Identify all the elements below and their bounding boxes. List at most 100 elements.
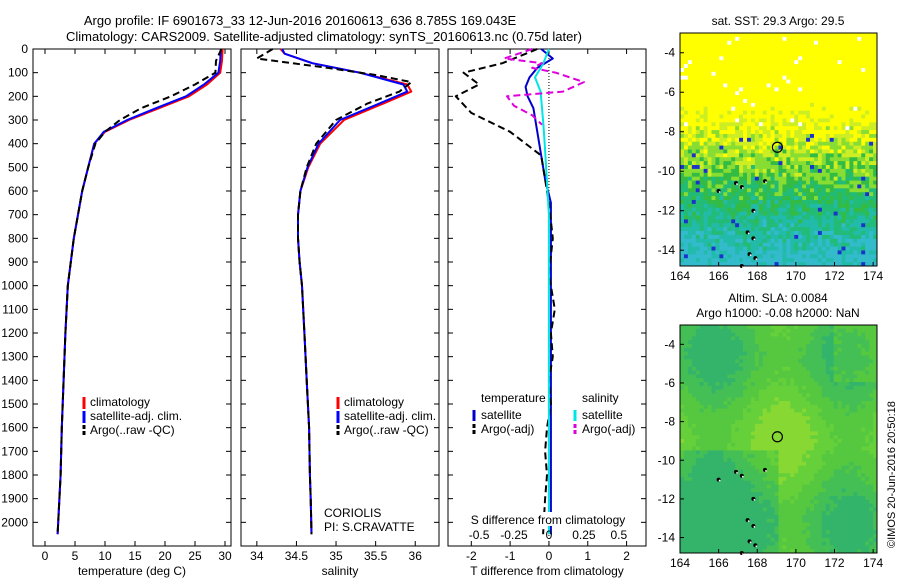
- series-line-argo-raw-qc: [255, 48, 413, 535]
- map-cell: [687, 408, 693, 413]
- map-cell: [869, 412, 874, 417]
- map-cell: [833, 99, 838, 104]
- map-cell: [758, 374, 764, 379]
- map-cell: [798, 435, 803, 440]
- map-cell: [723, 416, 728, 421]
- map-cell: [707, 33, 712, 38]
- difference-plot-frame: [447, 48, 647, 547]
- map-cell: [786, 207, 791, 213]
- map-cell: [758, 431, 764, 436]
- map-cell: [873, 370, 878, 375]
- map-cell: [821, 188, 827, 193]
- map-cell: [715, 439, 720, 444]
- map-cell: [699, 336, 705, 341]
- map-cell: [683, 223, 689, 228]
- map-cell: [703, 446, 708, 451]
- map-cell: [833, 165, 838, 170]
- map-cell: [774, 446, 779, 451]
- map-cell: [727, 199, 732, 205]
- map-cell: [825, 420, 831, 425]
- map-cell: [817, 48, 823, 53]
- map-cell: [853, 262, 858, 267]
- map-cell: [683, 370, 689, 375]
- map-cell: [715, 172, 720, 178]
- map-cell: [715, 106, 720, 112]
- map-cell: [821, 52, 827, 57]
- map-cell: [739, 242, 744, 247]
- map-cell: [699, 370, 705, 375]
- map-cell: [719, 196, 724, 201]
- map-cell: [707, 238, 712, 244]
- map-cell: [703, 126, 708, 131]
- map-cell: [683, 207, 689, 213]
- map-cell: [849, 145, 854, 150]
- map-cell: [861, 168, 866, 174]
- map-cell: [813, 149, 819, 154]
- map-cell: [750, 91, 756, 96]
- map-cell: [731, 332, 736, 337]
- map-cell: [774, 91, 779, 96]
- map-cell: [743, 161, 748, 166]
- map-cell: [810, 114, 815, 119]
- map-cell: [837, 223, 842, 228]
- map-cell: [837, 126, 842, 131]
- map-cell: [711, 351, 716, 356]
- map-cell: [837, 71, 842, 77]
- map-cell: [786, 370, 791, 375]
- map-cell: [683, 99, 689, 104]
- map-cell: [869, 420, 874, 425]
- map-cell: [770, 211, 775, 216]
- map-cell: [821, 258, 827, 263]
- map-cell: [849, 250, 854, 255]
- map-cell: [754, 95, 760, 100]
- map-cell: [845, 366, 850, 371]
- map-cell: [869, 48, 874, 53]
- map-cell: [695, 87, 701, 92]
- map-cell: [739, 347, 744, 352]
- map-cell: [707, 75, 712, 80]
- map-cell: [833, 423, 838, 428]
- map-cell: [837, 188, 842, 193]
- map-cell: [687, 242, 693, 247]
- map-cell: [774, 423, 779, 428]
- map-cell: [782, 165, 787, 170]
- map-cell: [774, 102, 779, 108]
- map-cell: [750, 366, 756, 371]
- map-cell: [853, 130, 858, 135]
- map-cell: [754, 110, 760, 115]
- map-cell: [743, 133, 748, 139]
- map-cell: [829, 366, 835, 371]
- map-cell: [766, 370, 772, 375]
- map-cell: [703, 40, 708, 46]
- map-cell: [711, 83, 716, 88]
- map-cell: [794, 114, 799, 119]
- map-cell: [861, 87, 866, 92]
- map-cell: [813, 211, 819, 216]
- map-cell: [739, 71, 744, 77]
- map-cell: [802, 234, 807, 240]
- map-cell: [869, 219, 874, 224]
- map-cell: [849, 33, 854, 38]
- map-cell: [810, 106, 815, 112]
- map-cell: [711, 184, 716, 189]
- map-cell: [865, 439, 870, 444]
- map-cell: [829, 332, 835, 337]
- map-cell: [825, 56, 831, 61]
- map-cell: [810, 99, 815, 104]
- map-cell: [707, 227, 712, 232]
- map-cell: [746, 118, 752, 123]
- map-cell: [699, 359, 705, 364]
- map-cell: [727, 44, 732, 49]
- map-cell: [813, 234, 819, 240]
- map-cell: [703, 207, 708, 213]
- map-cell: [849, 442, 854, 447]
- map-cell: [829, 79, 835, 84]
- map-cell: [731, 347, 736, 352]
- map-cell: [739, 36, 744, 42]
- map-cell: [833, 420, 838, 425]
- map-cell: [841, 404, 846, 409]
- map-cell: [691, 95, 697, 100]
- map-cell: [810, 91, 815, 96]
- map-cell: [711, 231, 716, 236]
- map-cell: [743, 446, 748, 451]
